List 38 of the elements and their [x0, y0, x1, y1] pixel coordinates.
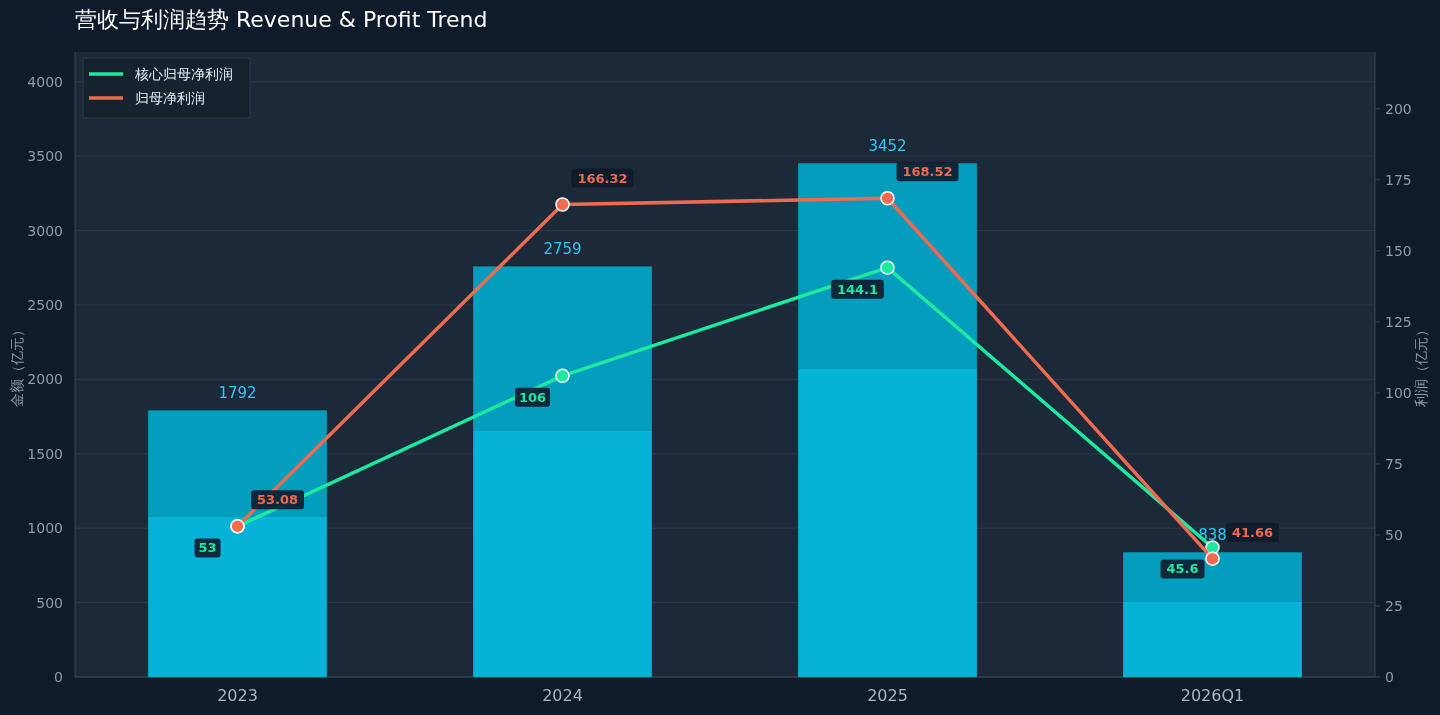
data-label: 41.66 — [1231, 524, 1274, 540]
data-label: 166.32 — [577, 170, 628, 186]
data-label: 168.52 — [902, 164, 953, 180]
data-label: 3452 — [868, 137, 907, 156]
y2-tick-label: 25 — [1385, 597, 1403, 614]
y2-tick-label: 75 — [1385, 455, 1403, 472]
y2-tick-label: 150 — [1385, 242, 1412, 259]
data-label: 144.1 — [836, 281, 879, 297]
data-label: 53 — [198, 540, 217, 556]
y2-tick-label: 0 — [1385, 669, 1394, 685]
data-label: 106 — [518, 389, 547, 405]
y2-axis-title: 利润（亿元） — [1413, 322, 1429, 407]
data-label: 2759 — [543, 240, 582, 259]
y-tick-label: 3000 — [27, 222, 63, 239]
y-tick-label: 4000 — [27, 73, 63, 90]
legend-label: 核心归母净利润 — [134, 66, 233, 82]
y-axis-title: 金额（亿元） — [9, 322, 25, 407]
y2-tick-label: 125 — [1385, 313, 1412, 330]
x-tick-label: 2025 — [867, 686, 908, 705]
x-tick-label: 2023 — [217, 686, 258, 705]
y2-tick-label: 50 — [1385, 526, 1403, 543]
x-tick-label: 2026Q1 — [1180, 686, 1245, 705]
legend-label: 归母净利润 — [135, 90, 205, 106]
y-tick-label: 3500 — [27, 148, 63, 165]
x-tick-label: 2024 — [542, 686, 583, 705]
y-tick-label: 500 — [36, 594, 63, 611]
data-label: 1792 — [218, 384, 257, 403]
y2-tick-label: 175 — [1385, 171, 1412, 188]
data-label: 45.6 — [1166, 561, 1199, 577]
y2-tick-label: 100 — [1385, 384, 1412, 401]
y2-tick-label: 200 — [1385, 100, 1412, 117]
data-label: 53.08 — [256, 492, 299, 508]
chart-title: 营收与利润趋势 Revenue & Profit Trend — [75, 7, 488, 32]
y-tick-label: 1000 — [27, 520, 63, 537]
y-tick-label: 0 — [54, 669, 63, 685]
y-tick-label: 1500 — [27, 445, 63, 462]
y-tick-label: 2500 — [27, 296, 63, 313]
y-tick-label: 2000 — [27, 371, 63, 388]
